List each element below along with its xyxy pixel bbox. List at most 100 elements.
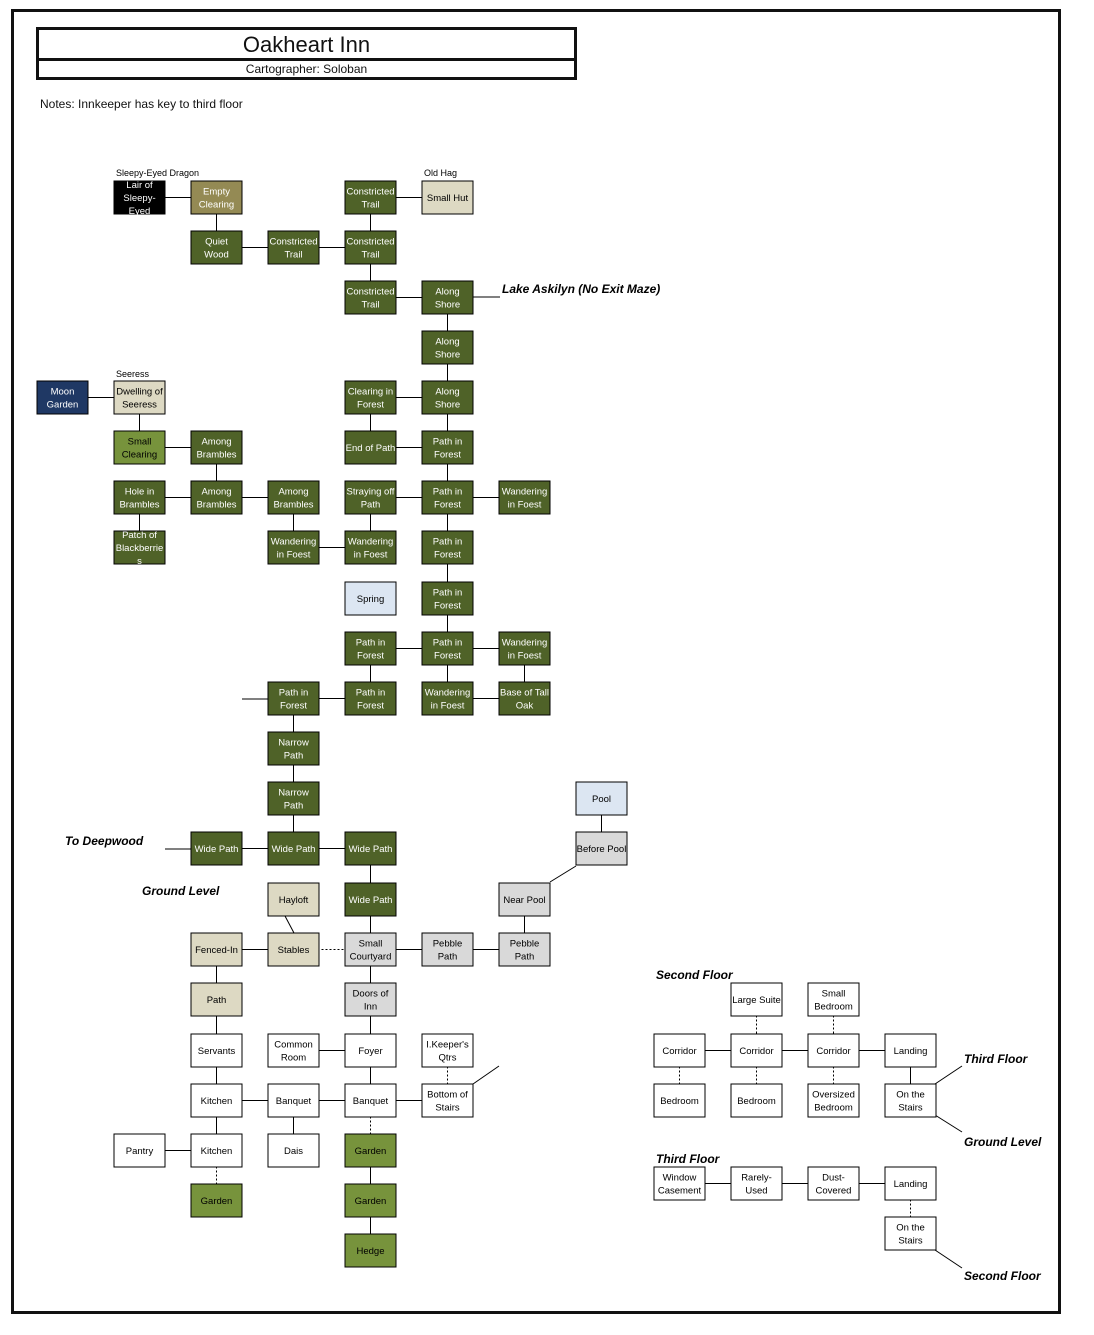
room-label: Hedge <box>357 1246 385 1257</box>
room-small-bedroom: Small Bedroom <box>807 982 860 1017</box>
room-box <box>190 480 243 515</box>
room-box <box>884 1166 937 1201</box>
room-label: Wood <box>204 250 229 261</box>
room-box <box>653 1083 706 1118</box>
room-box <box>113 530 166 565</box>
room-oversized-bedroom: Oversized Bedroom <box>807 1083 860 1118</box>
room-label: Room <box>281 1053 306 1064</box>
room-label: in Foest <box>277 550 311 561</box>
room-box <box>344 380 397 415</box>
room-label: End of Path <box>346 443 396 454</box>
annotation-label: Second Floor <box>964 1269 1042 1283</box>
room-label: Garden <box>201 1196 233 1207</box>
room-path-in-forest-4: Path in Forest <box>421 581 474 616</box>
room-label: Path <box>515 952 535 963</box>
room-label: Wandering <box>348 537 394 548</box>
room-label: Blackberrie <box>116 543 164 554</box>
room-bedroom-1: Bedroom <box>653 1083 706 1118</box>
room-box <box>190 1133 243 1168</box>
room-path-in-forest-3: Path in Forest <box>421 530 474 565</box>
room-label: Forest <box>434 651 461 662</box>
room-label: Sleepy- <box>123 193 155 204</box>
room-label: Path in <box>356 638 386 649</box>
room-garden-2: Garden <box>344 1133 397 1168</box>
map-notes: Notes: Innkeeper has key to third floor <box>40 97 243 111</box>
room-label: Path in <box>433 537 463 548</box>
room-path-in-forest-6: Path in Forest <box>421 631 474 666</box>
room-label: Servants <box>198 1046 236 1057</box>
room-label: Narrow <box>278 738 309 749</box>
room-label: Shore <box>435 400 460 411</box>
room-window-casement: Window Casement <box>653 1166 706 1201</box>
room-label: Brambles <box>273 500 313 511</box>
room-label: Constricted <box>346 287 394 298</box>
room-path-in-forest-5: Path in Forest <box>344 631 397 666</box>
room-label: s <box>137 556 142 567</box>
npc-label: Seeress <box>116 369 150 379</box>
room-label: Clearing <box>122 450 157 461</box>
near-pool-link <box>549 865 577 883</box>
room-label: Forest <box>434 500 461 511</box>
room-banquet-1: Banquet <box>267 1083 320 1118</box>
room-label: I.Keeper's <box>426 1040 469 1051</box>
room-label: Bedroom <box>660 1096 699 1107</box>
room-label: Quiet <box>205 237 228 248</box>
room-box <box>344 1183 397 1218</box>
room-banquet-2: Banquet <box>344 1083 397 1118</box>
room-label: Bedroom <box>737 1096 776 1107</box>
room-label: Wide Path <box>349 844 393 855</box>
room-box <box>498 882 551 917</box>
room-box <box>807 982 860 1017</box>
room-moon-garden: Moon Garden <box>36 380 89 415</box>
room-patch-of-blackberries: Patch of Blackberrie s <box>113 530 166 567</box>
room-label: Landing <box>894 1046 928 1057</box>
room-box <box>36 380 89 415</box>
room-box <box>344 180 397 215</box>
room-wide-path-3: Wide Path <box>344 831 397 866</box>
room-label: Path in <box>433 588 463 599</box>
room-garden-3: Garden <box>344 1183 397 1218</box>
room-label: Wandering <box>425 688 471 699</box>
room-box <box>498 631 551 666</box>
room-corridor-3: Corridor <box>807 1033 860 1068</box>
room-box <box>807 1033 860 1068</box>
room-label: Used <box>745 1186 767 1197</box>
room-constricted-trail-4: Constricted Trail <box>344 280 397 315</box>
room-box <box>575 831 628 866</box>
room-label: Along <box>435 387 459 398</box>
room-path: Path <box>190 982 243 1017</box>
room-label: Forest <box>434 450 461 461</box>
room-box <box>344 982 397 1017</box>
room-box <box>344 430 397 465</box>
room-label: Forest <box>280 701 307 712</box>
room-bedroom-2: Bedroom <box>730 1083 783 1118</box>
room-box <box>267 932 320 967</box>
page-title: Oakheart Inn <box>36 27 577 61</box>
room-box <box>113 480 166 515</box>
room-label: Large Suite <box>732 995 781 1006</box>
room-label: On the <box>896 1090 925 1101</box>
room-label: Casement <box>658 1186 702 1197</box>
room-box <box>730 1083 783 1118</box>
room-narrow-path-1: Narrow Path <box>267 731 320 766</box>
room-servants: Servants <box>190 1033 243 1068</box>
room-wandering-1: Wandering in Foest <box>498 480 551 515</box>
room-label: Brambles <box>196 500 236 511</box>
room-box <box>421 330 474 365</box>
room-label: Corridor <box>739 1046 773 1057</box>
room-box <box>190 1083 243 1118</box>
room-fenced-in: Fenced-In <box>190 932 243 967</box>
room-label: Window <box>663 1173 697 1184</box>
room-label: Small <box>359 939 383 950</box>
room-label: Stairs <box>435 1103 460 1114</box>
room-small-clearing: Small Clearing <box>113 430 166 465</box>
room-before-pool: Before Pool <box>575 831 628 866</box>
room-label: Wide Path <box>272 844 316 855</box>
room-box <box>267 1033 320 1068</box>
room-box <box>421 480 474 515</box>
room-box <box>344 530 397 565</box>
room-label: Oversized <box>812 1090 855 1101</box>
room-box <box>884 1033 937 1068</box>
room-box <box>267 1083 320 1118</box>
room-box <box>421 681 474 716</box>
